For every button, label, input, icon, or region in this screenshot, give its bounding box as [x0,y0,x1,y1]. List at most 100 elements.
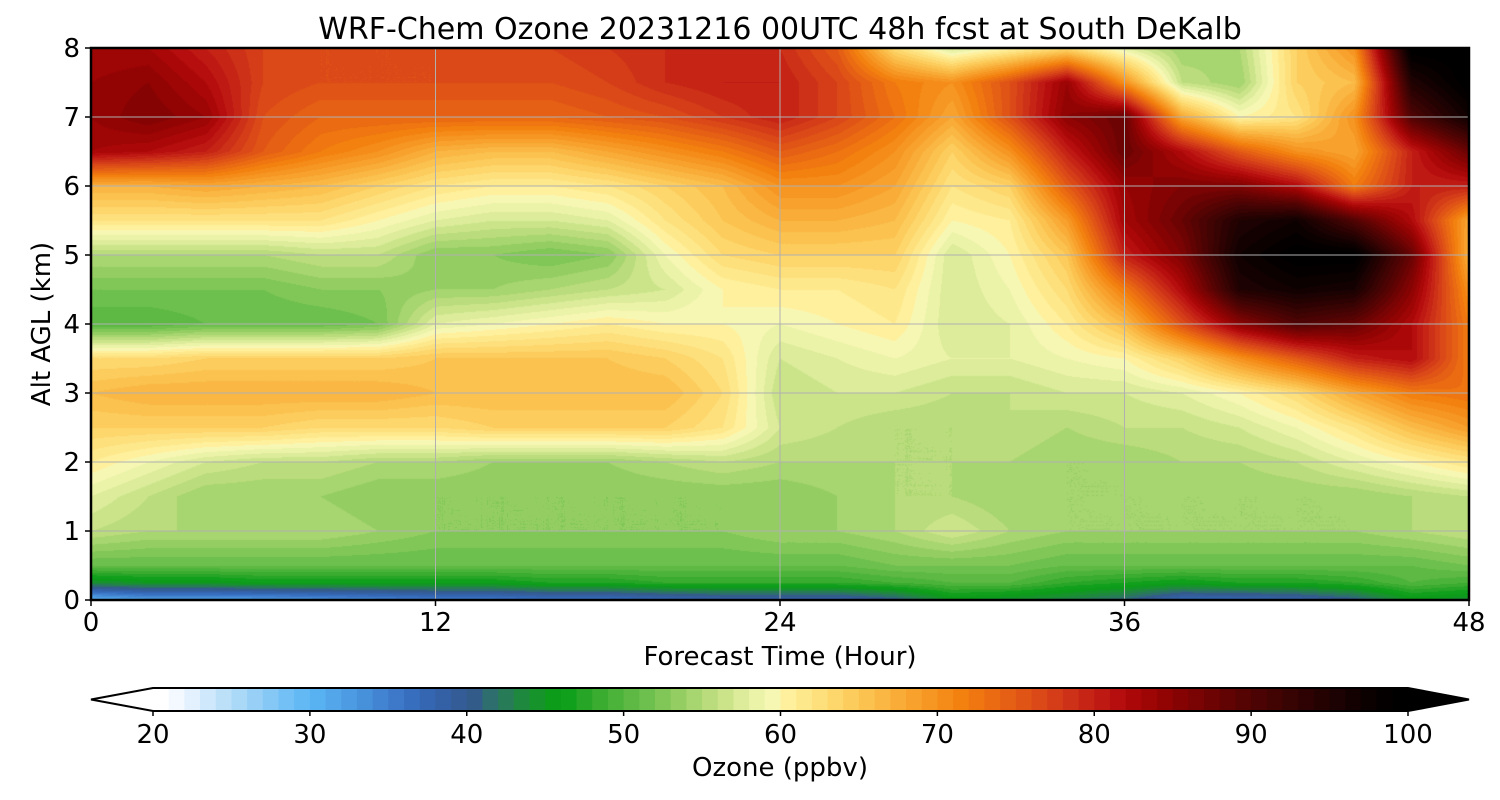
x-tick-label: 12 [419,608,452,638]
x-axis-label: Forecast Time (Hour) [643,642,916,672]
colorbar-tick-label: 60 [764,720,797,750]
y-tick-label: 4 [63,310,80,340]
colorbar-swatch [153,688,170,711]
colorbar-label: Ozone (ppbv) [692,753,868,783]
colorbar-swatch [341,688,358,711]
y-tick-label: 7 [63,103,80,133]
y-tick-label: 3 [63,379,80,409]
colorbar-swatch [827,688,844,711]
colorbar-swatch [545,688,562,711]
colorbar-swatch [968,688,986,711]
colorbar-swatch [1141,688,1158,711]
y-tick-label: 2 [63,448,80,478]
colorbar-swatch [278,688,295,711]
colorbar-swatch [482,688,499,711]
colorbar-swatch [325,688,342,711]
colorbar-swatch [1313,688,1331,711]
colorbar-swatch [984,688,1001,711]
x-tick-label: 0 [83,608,100,638]
colorbar-swatch [247,688,264,711]
colorbar-tick-label: 80 [1078,720,1111,750]
colorbar-swatch [749,688,766,711]
colorbar-tick-label: 100 [1383,720,1433,750]
colorbar-swatch [890,688,907,711]
colorbar-swatch [1047,688,1064,711]
colorbar-swatch [1172,688,1189,711]
colorbar-swatch [921,688,938,711]
colorbar-swatch [607,688,625,711]
colorbar-swatch [702,688,719,711]
colorbar-swatch [843,688,860,711]
colorbar-swatch [435,688,452,711]
x-tick-label: 48 [1452,608,1485,638]
colorbar-swatch [1125,688,1142,711]
y-axis: 0 1 2 3 4 5 6 7 8 [63,34,91,616]
colorbar-swatch [639,688,656,711]
colorbar-swatch [1282,688,1299,711]
colorbar-swatch [953,688,970,711]
y-tick-label: 6 [63,172,80,202]
colorbar-swatch [592,688,609,711]
colorbar-swatch [1345,688,1362,711]
colorbar-swatch [874,688,891,711]
colorbar-swatch [388,688,405,711]
colorbar-swatch [576,688,593,711]
x-tick-label: 36 [1108,608,1141,638]
colorbar-swatch [1266,688,1284,711]
chart-title: WRF-Chem Ozone 20231216 00UTC 48h fcst a… [318,12,1241,47]
colorbar-swatch [1188,688,1205,711]
colorbar-swatch [1219,688,1237,711]
colorbar-swatch [1360,688,1378,711]
colorbar-swatch [1376,688,1393,711]
colorbar-swatch [560,688,578,711]
colorbar-swatch [262,688,280,711]
plot-area [89,46,1471,602]
colorbar-swatch [623,688,640,711]
colorbar-swatch [294,688,311,711]
colorbar-swatch [1094,688,1111,711]
colorbar-swatch [529,688,546,711]
colorbar-swatch [1062,688,1080,711]
colorbar-swatch [1157,688,1174,711]
colorbar-swatch [419,688,436,711]
colorbar-tick-label: 90 [1235,720,1268,750]
colorbar-swatch [1031,688,1048,711]
y-tick-label: 1 [63,517,80,547]
y-tick-label: 5 [63,241,80,271]
colorbar-swatch [796,688,813,711]
colorbar-tick-label: 30 [293,720,326,750]
y-tick-label: 0 [63,586,80,616]
colorbar-swatch [200,688,217,711]
colorbar-swatch [168,688,185,711]
colorbar-swatch [466,688,484,711]
colorbar-swatch [1015,688,1033,711]
colorbar-swatch [780,688,797,711]
colorbar-extend-max [1408,688,1469,711]
colorbar-swatch [215,688,233,711]
colorbar: 20 30 40 50 60 70 80 90 100 [90,687,1470,750]
colorbar-tick-label: 50 [607,720,640,750]
colorbar-swatch [184,688,201,711]
colorbar-swatch [1078,688,1095,711]
y-tick-label: 8 [63,34,80,64]
colorbar-swatch [858,688,876,711]
x-tick-label: 24 [763,608,796,638]
colorbar-swatch [356,688,374,711]
colorbar-tick-label: 70 [921,720,954,750]
y-axis-label: Alt AGL (km) [27,242,57,406]
colorbar-tick-label: 20 [136,720,169,750]
colorbar-swatch [1204,688,1221,711]
colorbar-swatch [231,688,248,711]
colorbar-swatch [1329,688,1346,711]
colorbar-swatch [309,688,327,711]
colorbar-swatch [733,688,750,711]
colorbar-swatch [1109,688,1127,711]
colorbar-swatch [686,688,703,711]
colorbar-extend-min [91,688,153,711]
colorbar-swatch [1298,688,1315,711]
colorbar-tick-label: 40 [450,720,483,750]
colorbar-swatch [906,688,923,711]
colorbar-swatch [404,688,421,711]
colorbar-swatch [451,688,468,711]
colorbar-swatch [1251,688,1268,711]
